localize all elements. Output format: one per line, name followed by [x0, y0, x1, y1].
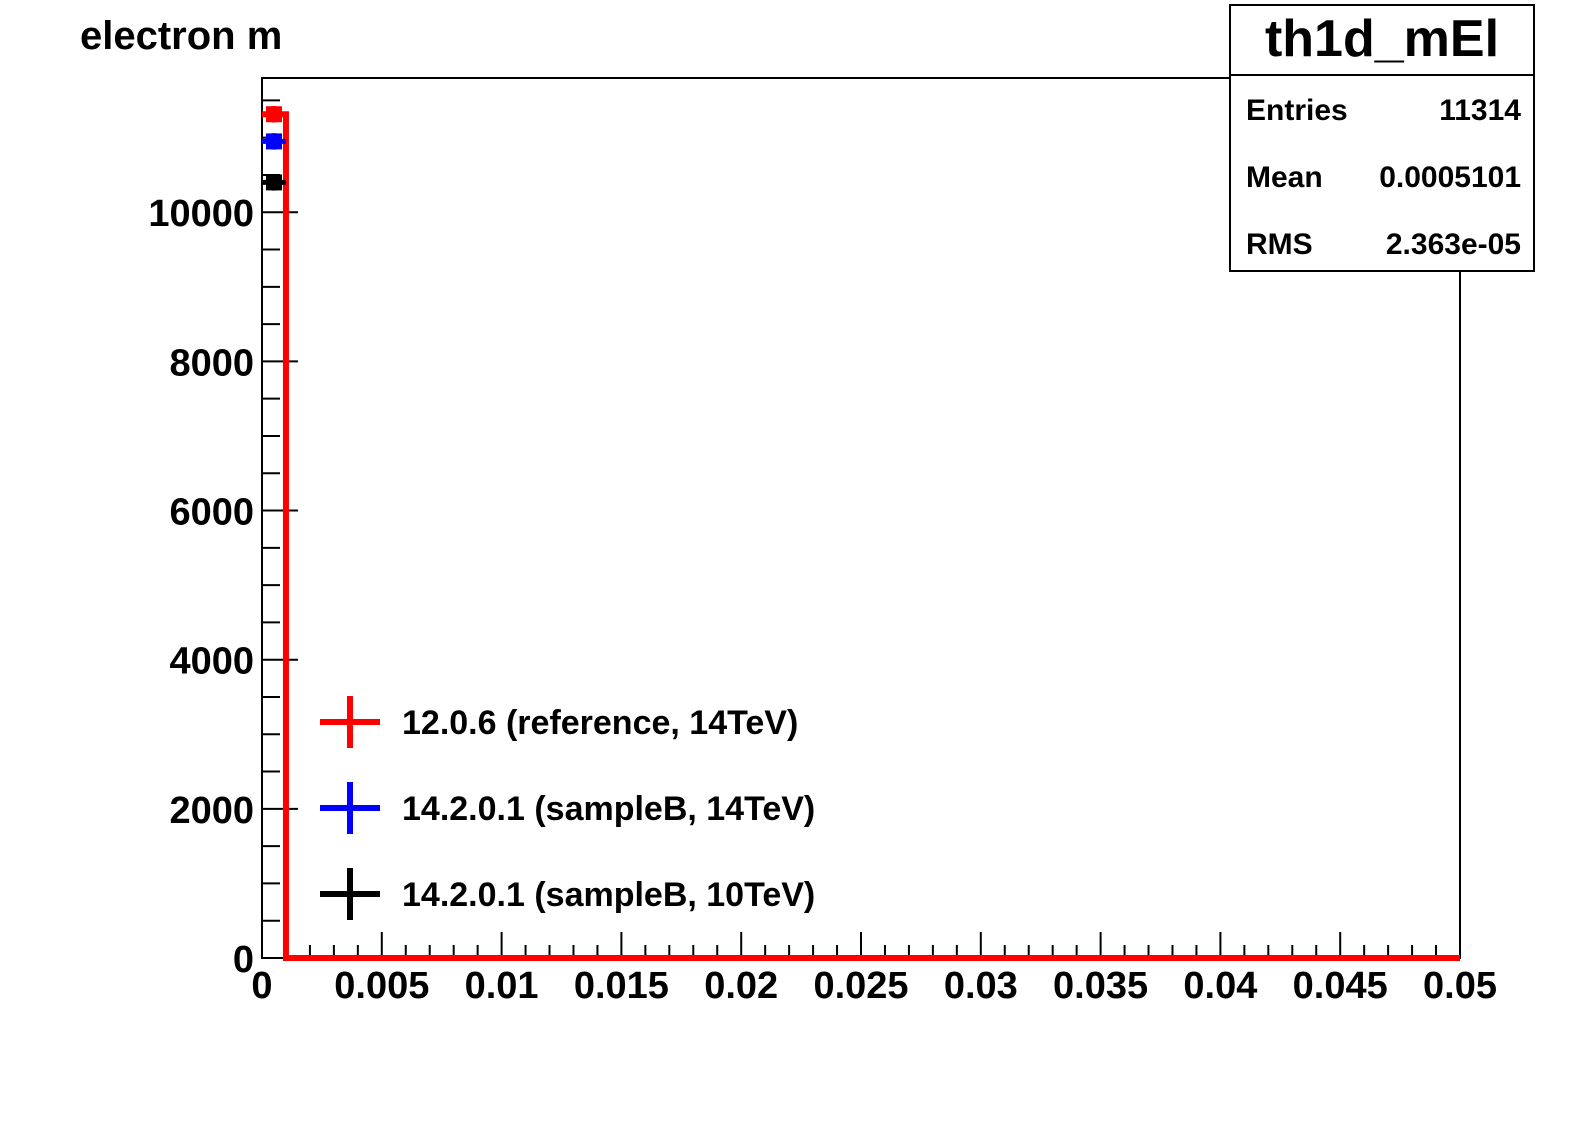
y-tick-label: 10000 — [148, 193, 254, 235]
x-tick-label: 0.005 — [334, 965, 429, 1007]
stats-label: Mean — [1246, 161, 1323, 194]
y-tick-label: 4000 — [169, 641, 254, 683]
stats-box-name: th1d_mEl — [1231, 6, 1533, 76]
x-tick-label: 0 — [251, 965, 272, 1007]
chart-title: electron m — [80, 14, 283, 58]
stats-value: 0.0005101 — [1379, 161, 1521, 194]
stats-row-entries: Entries 11314 — [1231, 76, 1533, 143]
data-point-marker — [265, 106, 282, 123]
stats-value: 11314 — [1439, 94, 1521, 127]
x-tick-label: 0.035 — [1053, 965, 1148, 1007]
stats-label: RMS — [1246, 228, 1313, 261]
x-tick-label: 0.02 — [704, 965, 778, 1007]
series-markers — [262, 133, 286, 150]
x-tick-label: 0.045 — [1293, 965, 1388, 1007]
y-tick-label: 0 — [233, 939, 254, 981]
x-tick-label: 0.05 — [1423, 965, 1497, 1007]
legend: 12.0.6 (reference, 14TeV) 14.2.0.1 (sampl… — [320, 696, 815, 920]
y-tick-label: 2000 — [169, 790, 254, 832]
legend-label: 12.0.6 (reference, 14TeV) — [402, 704, 798, 742]
y-tick-label: 6000 — [169, 492, 254, 534]
x-tick-label: 0.03 — [944, 965, 1018, 1007]
data-marks — [262, 106, 1460, 961]
x-tick-label: 0.025 — [813, 965, 908, 1007]
legend-entry: 14.2.0.1 (sampleB, 14TeV) — [320, 782, 815, 834]
data-point-marker — [265, 174, 282, 191]
stats-row-rms: RMS 2.363e-05 — [1231, 210, 1533, 277]
x-tick-label: 0.015 — [574, 965, 669, 1007]
stats-row-mean: Mean 0.0005101 — [1231, 143, 1533, 210]
stats-label: Entries — [1246, 94, 1348, 127]
stats-value: 2.363e-05 — [1385, 228, 1521, 261]
axes: 0 0.005 0.01 0.015 0.02 0.025 0.03 0.035 0.04 0.0… — [148, 77, 1497, 1007]
legend-label: 14.2.0.1 (sampleB, 10TeV) — [402, 876, 815, 914]
stats-box: th1d_mEl Entries 11314 Mean 0.0005101 RM… — [1229, 4, 1535, 272]
x-tick-label: 0.01 — [465, 965, 539, 1007]
legend-entry: 12.0.6 (reference, 14TeV) — [320, 696, 798, 748]
legend-entry: 14.2.0.1 (sampleB, 10TeV) — [320, 868, 815, 920]
legend-label: 14.2.0.1 (sampleB, 14TeV) — [402, 790, 815, 828]
x-tick-label: 0.04 — [1183, 965, 1257, 1007]
series-markers — [262, 106, 286, 123]
data-point-marker — [265, 133, 282, 150]
y-tick-label: 8000 — [169, 342, 254, 384]
series-markers — [262, 174, 286, 191]
